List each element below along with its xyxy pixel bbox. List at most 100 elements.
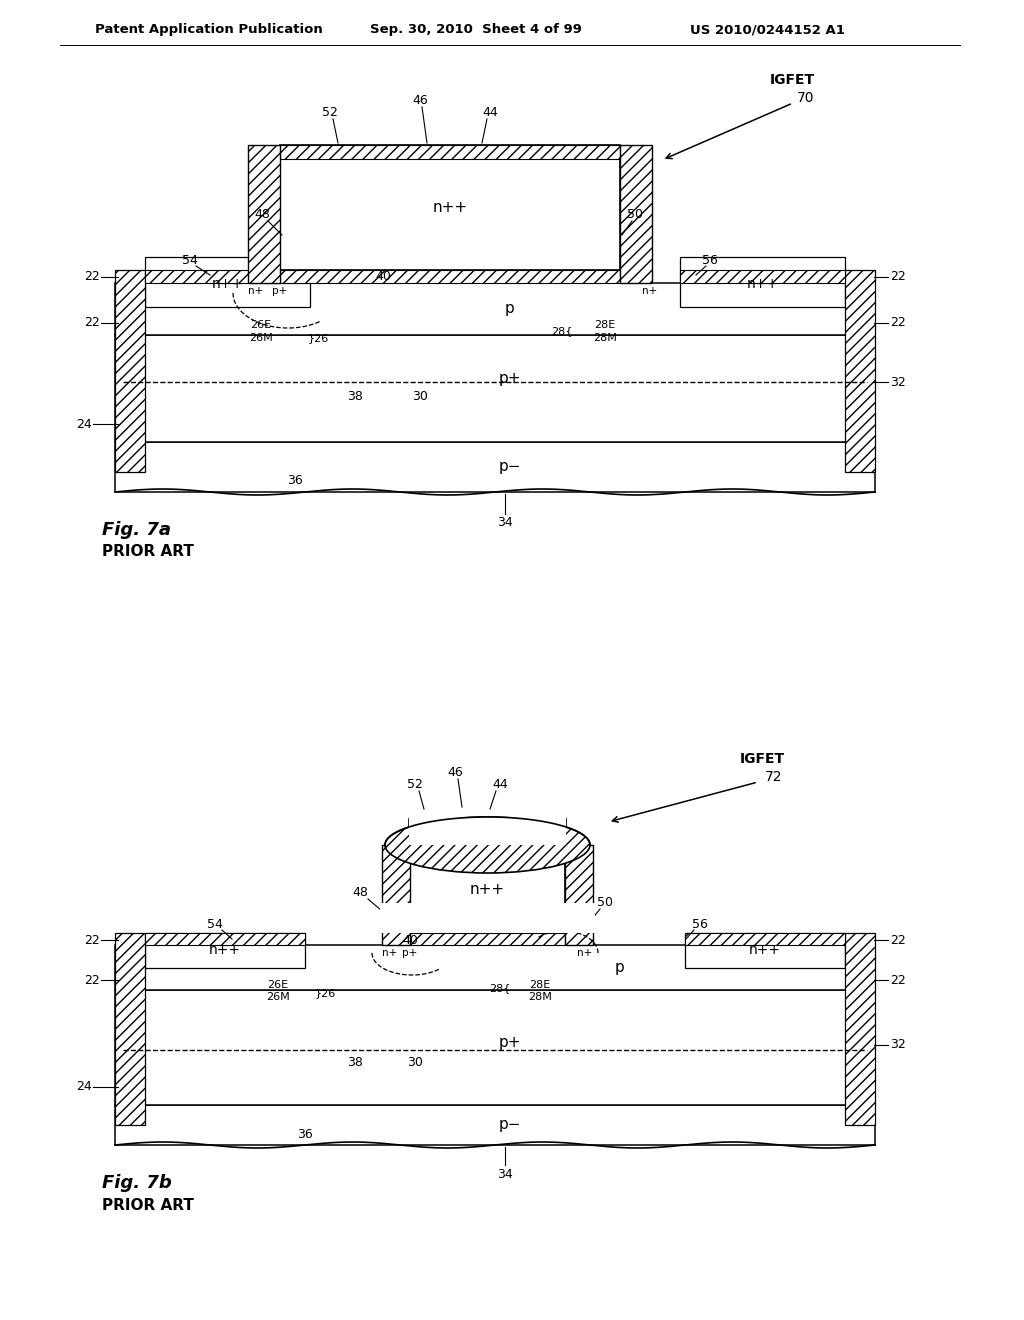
Text: 26M: 26M [266,993,290,1002]
Bar [145,271,310,282]
Text: n+: n+ [578,948,593,958]
Text: PRIOR ART: PRIOR ART [102,1197,194,1213]
Text: n+: n+ [249,286,263,296]
Text: 52: 52 [323,107,338,120]
Text: 56: 56 [692,919,708,932]
Text: 48: 48 [352,887,368,899]
Text: n++: n++ [749,944,781,957]
Text: 22: 22 [84,317,100,330]
Text: p: p [505,301,515,317]
Bar [115,933,145,1125]
Text: 54: 54 [207,919,223,932]
Text: 54: 54 [182,255,198,268]
Text: n++: n++ [212,276,244,290]
Text: n++: n++ [470,882,505,896]
Text: 22: 22 [890,271,906,284]
Bar [380,903,595,933]
Bar [115,335,874,442]
Text: 22: 22 [84,271,100,284]
Bar [620,145,652,282]
Bar [115,945,874,990]
Text: IGFET: IGFET [740,752,785,766]
Text: p+: p+ [499,1035,521,1049]
Text: n+: n+ [382,948,397,958]
Text: 72: 72 [765,770,782,784]
Text: 24: 24 [76,417,92,430]
Text: 44: 44 [493,779,508,792]
Text: 28E: 28E [594,319,615,330]
Text: 34: 34 [497,1167,513,1180]
Text: 52: 52 [408,779,423,792]
Bar [685,933,845,968]
Bar [845,933,874,1125]
Text: 50: 50 [597,896,613,909]
Text: 28{: 28{ [488,983,510,993]
Text: p−: p− [499,1118,521,1133]
Text: Fig. 7b: Fig. 7b [102,1173,172,1192]
Text: 48: 48 [254,209,270,222]
Text: }26: }26 [315,987,336,998]
Text: 34: 34 [497,516,513,529]
Text: 44: 44 [482,107,498,120]
Text: PRIOR ART: PRIOR ART [102,544,194,560]
Text: 46: 46 [447,767,463,780]
Text: 32: 32 [890,1039,906,1052]
Text: IGFET: IGFET [770,73,815,87]
Bar [410,933,565,945]
Bar [685,933,845,945]
Text: 30: 30 [412,389,428,403]
Text: 40: 40 [402,933,418,946]
Bar [680,257,845,308]
Text: 28M: 28M [593,333,616,343]
Bar [382,845,410,945]
Text: }26: }26 [308,333,330,343]
Bar [115,990,874,1105]
Text: 30: 30 [408,1056,423,1069]
Text: 38: 38 [347,389,362,403]
Text: 28M: 28M [528,993,552,1002]
Bar [410,845,565,933]
Bar [145,933,305,968]
Text: Fig. 7a: Fig. 7a [102,521,171,539]
Bar [845,271,874,473]
Bar [680,271,845,282]
Text: p+: p+ [402,948,418,958]
Bar [409,817,566,845]
Text: 38: 38 [347,1056,362,1069]
Text: p: p [615,960,625,975]
Text: 56: 56 [702,255,718,268]
Text: 40: 40 [375,271,391,284]
Text: n++: n++ [746,276,778,290]
Text: 28E: 28E [529,979,551,990]
Text: 36: 36 [297,1129,313,1142]
Text: US 2010/0244152 A1: US 2010/0244152 A1 [690,24,845,37]
Bar [115,442,874,492]
Bar [145,257,310,308]
Text: 22: 22 [84,974,100,986]
Text: Patent Application Publication: Patent Application Publication [95,24,323,37]
Text: 50: 50 [627,209,643,222]
Text: p+: p+ [499,371,521,385]
Text: 26E: 26E [267,979,289,990]
Text: 22: 22 [84,933,100,946]
Bar [280,145,620,271]
Bar [565,845,593,945]
Bar [115,282,874,335]
Bar [145,933,305,945]
Bar [280,145,620,158]
Text: 70: 70 [797,91,814,106]
Bar [248,145,280,282]
Text: p−: p− [499,459,521,474]
Text: 26M: 26M [249,333,272,343]
Bar [115,271,145,473]
Text: p+: p+ [272,286,288,296]
Text: n++: n++ [432,201,468,215]
Text: n++: n++ [209,944,241,957]
Text: 28{: 28{ [551,326,572,337]
Ellipse shape [385,817,590,873]
Text: Sep. 30, 2010  Sheet 4 of 99: Sep. 30, 2010 Sheet 4 of 99 [370,24,582,37]
Text: 46: 46 [412,95,428,107]
Text: 24: 24 [76,1081,92,1093]
Text: 22: 22 [890,974,906,986]
Text: 22: 22 [890,933,906,946]
